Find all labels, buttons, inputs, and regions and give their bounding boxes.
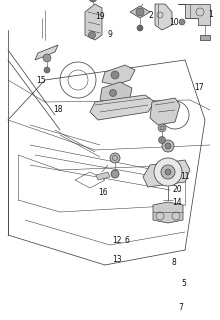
Circle shape — [44, 67, 50, 73]
Text: 10: 10 — [169, 18, 179, 27]
Text: 2: 2 — [148, 11, 153, 20]
Polygon shape — [143, 160, 190, 187]
Circle shape — [111, 71, 119, 79]
Circle shape — [88, 31, 95, 38]
Circle shape — [110, 90, 117, 97]
Circle shape — [162, 140, 174, 152]
Polygon shape — [130, 6, 150, 18]
Circle shape — [165, 169, 171, 175]
Text: 13: 13 — [112, 255, 121, 264]
Polygon shape — [155, 4, 172, 30]
Text: 14: 14 — [172, 198, 182, 207]
Text: 12: 12 — [112, 236, 121, 245]
Polygon shape — [150, 98, 180, 125]
Circle shape — [111, 170, 119, 178]
Polygon shape — [153, 202, 183, 223]
Polygon shape — [178, 4, 210, 25]
Circle shape — [43, 54, 51, 62]
Circle shape — [89, 0, 97, 2]
Polygon shape — [100, 82, 132, 104]
Circle shape — [179, 19, 185, 25]
Text: 1: 1 — [208, 10, 213, 19]
Text: 16: 16 — [99, 188, 108, 197]
Polygon shape — [35, 45, 58, 60]
Circle shape — [158, 124, 166, 132]
Circle shape — [158, 137, 165, 143]
Text: 6: 6 — [124, 236, 129, 245]
Circle shape — [110, 153, 120, 163]
Circle shape — [136, 8, 144, 16]
Text: 9: 9 — [108, 30, 112, 39]
Circle shape — [154, 158, 182, 186]
Polygon shape — [96, 172, 110, 180]
Polygon shape — [102, 65, 135, 85]
Text: 11: 11 — [180, 172, 190, 181]
Circle shape — [137, 25, 143, 31]
Text: 17: 17 — [194, 83, 204, 92]
Text: 20: 20 — [172, 185, 182, 194]
Circle shape — [165, 143, 171, 149]
Text: 15: 15 — [36, 76, 46, 85]
Text: 8: 8 — [171, 258, 176, 267]
Text: 7: 7 — [178, 303, 183, 312]
Text: 5: 5 — [181, 279, 186, 288]
Text: 19: 19 — [95, 12, 105, 21]
Text: 18: 18 — [53, 105, 63, 114]
Polygon shape — [90, 95, 155, 120]
Polygon shape — [200, 35, 210, 40]
Circle shape — [161, 165, 175, 179]
Polygon shape — [75, 172, 105, 188]
Polygon shape — [85, 4, 102, 40]
